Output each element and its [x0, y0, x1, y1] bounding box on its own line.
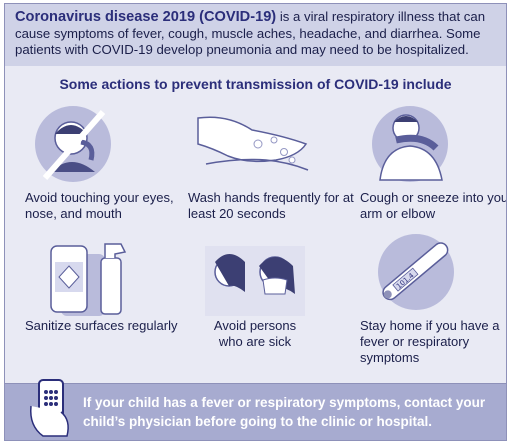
- thermometer-icon: 101.4: [378, 234, 454, 310]
- action-avoid-touching-face: Avoid touching your eyes, nose, and mout…: [25, 104, 195, 254]
- action-label: Stay home if you have a fever or respira…: [360, 318, 500, 365]
- action-cough-into-elbow: Cough or sneeze into your arm or elbow: [360, 104, 507, 254]
- intro-text: is a viral respiratory illness that can …: [15, 9, 486, 57]
- phone-in-hand-icon: [30, 379, 69, 437]
- action-label: Wash hands frequently for at least 20 se…: [188, 190, 354, 221]
- action-label: Avoid touching your eyes, nose, and mout…: [25, 190, 174, 221]
- disinfectant-icon: [50, 243, 127, 316]
- footer-banner: If your child has a fever or respiratory…: [5, 379, 506, 440]
- footer-message: If your child has a fever or respiratory…: [83, 395, 486, 429]
- action-wash-hands: Wash hands frequently for at least 20 se…: [188, 104, 358, 254]
- action-label: Sanitize surfaces regularly: [25, 318, 178, 333]
- action-avoid-sick-persons: Avoid persons who are sick: [205, 232, 375, 382]
- hand-washing-icon: [197, 116, 309, 171]
- actions-heading: Some actions to prevent transmission of …: [59, 76, 452, 92]
- no-face-touching-icon: [35, 106, 111, 182]
- cough-into-elbow-icon: [372, 106, 448, 182]
- intro-title: Coronavirus disease 2019 (COVID-19): [15, 9, 277, 25]
- action-sanitize-surfaces: Sanitize surfaces regularly: [25, 232, 195, 382]
- action-label: Cough or sneeze into your arm or elbow: [360, 190, 507, 221]
- infographic-frame: Coronavirus disease 2019 (COVID-19) is a…: [4, 3, 507, 441]
- action-stay-home-fever: 101.4 Stay home if you have a fever or r…: [360, 232, 506, 382]
- action-label: Avoid persons who are sick: [213, 318, 297, 349]
- intro-header: Coronavirus disease 2019 (COVID-19) is a…: [5, 4, 506, 66]
- sick-person-icon: [205, 246, 305, 316]
